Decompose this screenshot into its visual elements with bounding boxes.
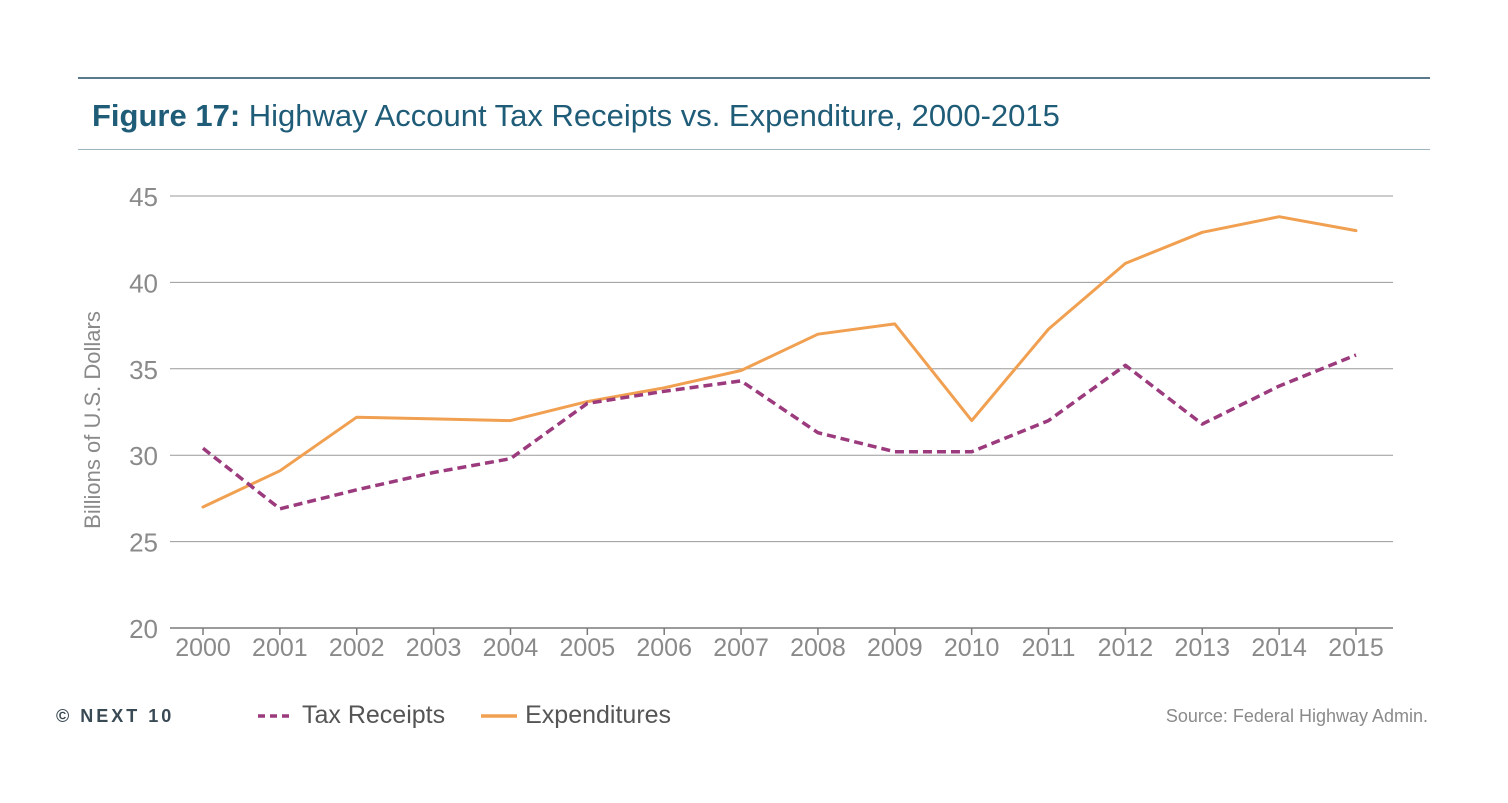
x-tick-label: 2005 (560, 634, 616, 662)
y-tick-label: 40 (129, 268, 158, 298)
legend-label-tax-receipts: Tax Receipts (302, 701, 446, 729)
x-tick-label: 2007 (713, 634, 769, 662)
series-line-expenditures (201, 215, 1358, 509)
x-tick-label: 2013 (1174, 634, 1230, 662)
x-tick-label: 2012 (1098, 634, 1154, 662)
solid-line-icon (481, 713, 518, 718)
x-tick-label: 2001 (252, 634, 308, 662)
x-tick-label: 2015 (1328, 634, 1384, 662)
y-axis-label: Billions of U.S. Dollars (80, 311, 105, 529)
legend-item-tax-receipts: Tax Receipts (258, 701, 445, 730)
series-line-tax-receipts (201, 353, 1357, 511)
series-lines (201, 215, 1358, 511)
x-tick-label: 2009 (867, 634, 923, 662)
x-tick-label: 2011 (1022, 634, 1076, 662)
source-note: Source: Federal Highway Admin. (1165, 706, 1428, 726)
legend: Tax Receipts Expenditures (258, 701, 707, 730)
dashed-line-icon (258, 713, 294, 718)
x-tick-label: 2008 (790, 634, 846, 662)
top-rule (78, 77, 1430, 79)
y-tick-label: 30 (129, 441, 158, 471)
y-tick-label: 35 (129, 355, 158, 385)
y-tick-label: 45 (129, 182, 158, 212)
legend-item-expenditures: Expenditures (481, 701, 671, 730)
x-tick-label: 2003 (406, 634, 462, 662)
x-tick-label: 2014 (1251, 634, 1307, 662)
x-axis-ticks: 2000 2001 2002 2003 2004 2005 2006 2007 2008 2009… (175, 628, 1384, 662)
gridlines (170, 195, 1393, 629)
legend-label-expenditures: Expenditures (525, 701, 672, 729)
y-tick-label: 20 (129, 614, 158, 644)
y-axis-ticks: 20 25 30 35 40 45 (129, 182, 158, 644)
x-tick-label: 2004 (483, 634, 539, 662)
title-underline (78, 149, 1430, 150)
y-tick-label: 25 (129, 528, 158, 558)
x-tick-label: 2002 (329, 634, 385, 662)
x-tick-label: 2010 (944, 634, 1000, 662)
copyright-notice: © NEXT 10 (56, 706, 175, 726)
figure-title-text: Highway Account Tax Receipts vs. Expendi… (248, 98, 1060, 133)
chart-title: Figure 17: Highway Account Tax Receipts … (92, 98, 1060, 134)
x-tick-label: 2000 (175, 634, 231, 662)
x-tick-label: 2006 (636, 634, 692, 662)
figure-label: Figure 17: (92, 98, 241, 133)
